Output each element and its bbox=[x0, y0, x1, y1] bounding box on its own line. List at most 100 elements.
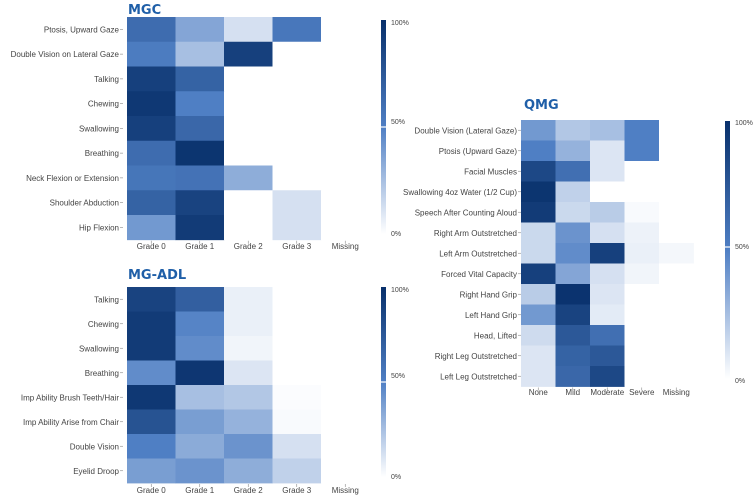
mgadl-cell-swallowing-missing bbox=[321, 336, 370, 361]
mgc-cell-chewing-grade-0 bbox=[127, 91, 176, 117]
mgadl-scale-mid: 50% bbox=[391, 373, 405, 380]
mgc-row-label: Shoulder Abduction bbox=[50, 199, 119, 208]
mgadl-cell-breathing-grade-1 bbox=[175, 360, 225, 386]
mgc-cell-double-vision-on-lateral-gaze-grade-2 bbox=[224, 41, 273, 67]
mgc-cell-hip-flexion-grade-3 bbox=[272, 215, 322, 241]
qmg-cell-right-arm-outstretched-moderate bbox=[590, 222, 625, 244]
qmg-title: QMG bbox=[524, 98, 559, 113]
mgadl-cell-swallowing-grade-1 bbox=[175, 336, 225, 361]
mgadl-row-label: Talking bbox=[94, 295, 119, 304]
qmg-cell-right-arm-outstretched-missing bbox=[659, 222, 694, 244]
mgc-cell-chewing-grade-1 bbox=[175, 91, 225, 117]
qmg-cell-ptosis-upward-gaze-severe bbox=[624, 140, 660, 162]
qmg-row-label: Speech After Counting Aloud bbox=[415, 208, 517, 217]
mgadl-cell-eyelid-droop-grade-0 bbox=[127, 458, 176, 484]
qmg-cell-double-vision-lateral-gaze-missing bbox=[659, 120, 694, 141]
mgc-cell-breathing-grade-1 bbox=[175, 140, 225, 166]
mgc-cell-chewing-missing bbox=[321, 91, 370, 117]
mgadl-row-label: Double Vision bbox=[70, 442, 119, 451]
mgc-cell-shoulder-abduction-grade-1 bbox=[175, 190, 225, 216]
qmg-cell-speech-after-counting-aloud-severe bbox=[624, 202, 660, 223]
mgc-cell-chewing-grade-2 bbox=[224, 91, 273, 117]
qmg-column-label: Mild bbox=[565, 388, 580, 397]
mgadl-cell-double-vision-grade-2 bbox=[224, 434, 273, 459]
mgadl-scale-min: 0% bbox=[391, 474, 401, 481]
mgc-cell-hip-flexion-grade-0 bbox=[127, 215, 176, 241]
mgadl-cell-chewing-grade-0 bbox=[127, 311, 176, 337]
mgadl-cell-imp-ability-brush-teeth-hair-grade-2 bbox=[224, 385, 273, 410]
mgadl-cell-talking-grade-1 bbox=[175, 287, 225, 312]
qmg-cell-head-lifted-severe bbox=[624, 325, 660, 346]
mgadl-column-labels: Grade 0 Grade 1 Grade 2 Grade 3 Missing bbox=[137, 484, 359, 495]
mgadl-title: MG-ADL bbox=[128, 268, 186, 283]
mgadl-cell-breathing-grade-3 bbox=[272, 360, 322, 386]
mgadl-cells bbox=[127, 287, 370, 484]
mgadl-cell-eyelid-droop-missing bbox=[321, 458, 370, 484]
mgc-color-scale: 100% 50% 0% bbox=[381, 20, 409, 238]
qmg-row-label: Right Arm Outstretched bbox=[434, 229, 517, 238]
qmg-scale-max: 100% bbox=[735, 120, 753, 127]
qmg-cell-forced-vital-capacity-missing bbox=[659, 263, 694, 285]
mgc-cell-neck-flexion-or-extension-grade-2 bbox=[224, 165, 273, 191]
qmg-cell-ptosis-upward-gaze-none bbox=[521, 140, 556, 162]
qmg-cell-head-lifted-none bbox=[521, 325, 556, 346]
qmg-column-label: None bbox=[529, 388, 549, 397]
mgadl-cell-imp-ability-brush-teeth-hair-grade-1 bbox=[175, 385, 225, 410]
mgc-cell-shoulder-abduction-missing bbox=[321, 190, 370, 216]
qmg-cell-ptosis-upward-gaze-mild bbox=[555, 140, 591, 162]
mgc-title: MGC bbox=[128, 3, 161, 18]
qmg-cell-facial-muscles-severe bbox=[624, 161, 660, 182]
qmg-row-label: Left Leg Outstretched bbox=[440, 372, 517, 381]
mgc-cell-swallowing-grade-2 bbox=[224, 116, 273, 142]
qmg-cell-right-hand-grip-missing bbox=[659, 284, 694, 305]
mgadl-cell-chewing-grade-1 bbox=[175, 311, 225, 337]
mgc-row-label: Ptosis, Upward Gaze bbox=[44, 25, 120, 34]
mgadl-cell-eyelid-droop-grade-2 bbox=[224, 458, 273, 484]
mgc-cell-neck-flexion-or-extension-grade-0 bbox=[127, 165, 176, 191]
mgadl-color-scale: 100% 50% 0% bbox=[381, 287, 409, 481]
qmg-cell-left-hand-grip-missing bbox=[659, 304, 694, 326]
qmg-cell-right-arm-outstretched-mild bbox=[555, 222, 591, 244]
qmg-cell-left-arm-outstretched-none bbox=[521, 243, 556, 264]
mgadl-cell-imp-ability-arise-from-chair-grade-1 bbox=[175, 409, 225, 435]
mgc-cell-neck-flexion-or-extension-grade-1 bbox=[175, 165, 225, 191]
qmg-row-label: Ptosis (Upward Gaze) bbox=[439, 147, 518, 156]
qmg-cell-forced-vital-capacity-moderate bbox=[590, 263, 625, 285]
mgadl-row-labels: Talking Chewing Swallowing Breathing Imp Abi… bbox=[21, 295, 123, 476]
qmg-cell-double-vision-lateral-gaze-none bbox=[521, 120, 556, 141]
mgc-cell-swallowing-grade-0 bbox=[127, 116, 176, 142]
mgadl-cell-breathing-grade-0 bbox=[127, 360, 176, 386]
mgc-cell-breathing-grade-3 bbox=[272, 140, 322, 166]
qmg-cell-left-leg-outstretched-moderate bbox=[590, 366, 625, 387]
mgadl-row-label: Chewing bbox=[88, 320, 119, 329]
qmg-row-label: Head, Lifted bbox=[474, 331, 517, 340]
qmg-cell-speech-after-counting-aloud-mild bbox=[555, 202, 591, 223]
mgc-cell-ptosis-upward-gaze-grade-0 bbox=[127, 17, 176, 43]
mgc-scale-max: 100% bbox=[391, 20, 409, 27]
qmg-cell-head-lifted-mild bbox=[555, 325, 591, 346]
mgadl-cell-chewing-grade-3 bbox=[272, 311, 322, 337]
mgadl-column-label: Grade 1 bbox=[185, 486, 214, 495]
qmg-cell-facial-muscles-moderate bbox=[590, 161, 625, 182]
qmg-column-label: Moderate bbox=[590, 388, 624, 397]
qmg-cell-left-leg-outstretched-missing bbox=[659, 366, 694, 387]
qmg-cell-right-leg-outstretched-none bbox=[521, 345, 556, 367]
qmg-column-labels: None Mild Moderate Severe Missing bbox=[529, 387, 690, 397]
mgc-column-labels: Grade 0 Grade 1 Grade 2 Grade 3 Missing bbox=[137, 240, 359, 251]
qmg-cell-facial-muscles-mild bbox=[555, 161, 591, 182]
mgadl-cell-breathing-missing bbox=[321, 360, 370, 386]
mgc-cell-double-vision-on-lateral-gaze-grade-1 bbox=[175, 41, 225, 67]
mgc-scale-min: 0% bbox=[391, 231, 401, 238]
mgadl-column-label: Missing bbox=[332, 486, 359, 495]
mgadl-scale-max: 100% bbox=[391, 287, 409, 294]
mgc-cell-shoulder-abduction-grade-2 bbox=[224, 190, 273, 216]
mgc-column-label: Missing bbox=[332, 242, 359, 251]
qmg-cell-ptosis-upward-gaze-missing bbox=[659, 140, 694, 162]
mgc-row-label: Double Vision on Lateral Gaze bbox=[11, 50, 120, 59]
qmg-cell-double-vision-lateral-gaze-severe bbox=[624, 120, 660, 141]
mgadl-cell-imp-ability-brush-teeth-hair-missing bbox=[321, 385, 370, 410]
mgadl-cell-imp-ability-brush-teeth-hair-grade-0 bbox=[127, 385, 176, 410]
mgc-cell-talking-grade-0 bbox=[127, 66, 176, 92]
qmg-row-label: Swallowing 4oz Water (1/2 Cup) bbox=[403, 188, 517, 197]
mgc-cells bbox=[127, 17, 370, 241]
